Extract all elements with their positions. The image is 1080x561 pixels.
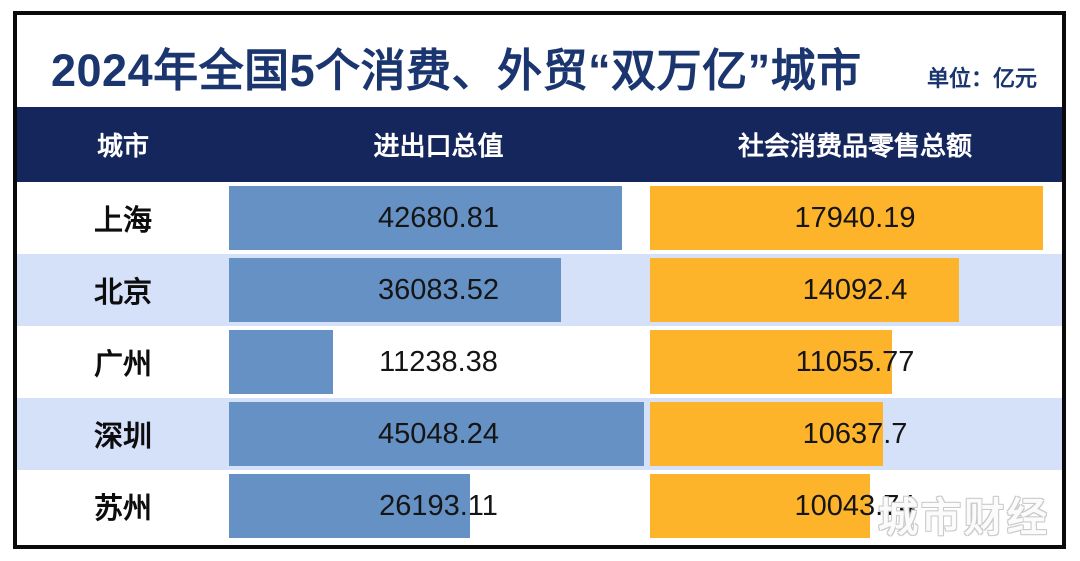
table-row: 深圳 45048.24 10637.7 <box>17 398 1062 470</box>
city-label: 北京 <box>93 277 152 309</box>
retail-cell: 10043.74 <box>648 470 1062 542</box>
import-export-cell: 42680.81 <box>229 182 648 254</box>
import-export-value: 11238.38 <box>379 345 498 378</box>
import-export-cell: 26193.11 <box>229 470 648 542</box>
column-header-retail: 社会消费品零售总额 <box>737 131 972 161</box>
import-export-cell: 11238.38 <box>229 326 648 398</box>
import-export-value: 26193.11 <box>379 489 498 522</box>
retail-bar <box>650 402 883 466</box>
retail-value: 10043.74 <box>794 489 916 522</box>
retail-bar <box>650 474 870 538</box>
table-header: 城市 进出口总值 社会消费品零售总额 <box>17 107 1062 182</box>
retail-value: 14092.4 <box>802 273 908 306</box>
import-export-bar <box>229 474 471 538</box>
import-export-cell: 45048.24 <box>229 398 648 470</box>
page-title: 2024年全国5个消费、外贸“双万亿”城市 <box>51 45 862 96</box>
table-body: 上海 42680.81 17940.19 北京 36083.52 14092.4… <box>17 182 1062 542</box>
import-export-bar <box>229 330 333 394</box>
retail-bar <box>650 330 893 394</box>
table-row: 北京 36083.52 14092.4 <box>17 254 1062 326</box>
city-label: 广州 <box>93 349 152 381</box>
column-header-import-export: 进出口总值 <box>373 131 504 161</box>
city-label: 上海 <box>93 205 152 237</box>
retail-cell: 17940.19 <box>648 182 1062 254</box>
retail-bar <box>650 258 959 322</box>
retail-value: 11055.77 <box>795 345 915 378</box>
chart-card: 2024年全国5个消费、外贸“双万亿”城市 单位：亿元 城市 进出口总值 社会消… <box>13 11 1066 549</box>
unit-label: 单位：亿元 <box>926 66 1037 91</box>
table-row: 上海 42680.81 17940.19 <box>17 182 1062 254</box>
import-export-cell: 36083.52 <box>229 254 648 326</box>
retail-value: 17940.19 <box>794 201 916 234</box>
city-label: 苏州 <box>93 493 152 525</box>
retail-cell: 11055.77 <box>648 326 1062 398</box>
retail-value: 10637.7 <box>802 417 908 450</box>
table-row: 广州 11238.38 11055.77 <box>17 326 1062 398</box>
column-header-city: 城市 <box>96 131 149 161</box>
retail-bar <box>650 186 1043 250</box>
table-row: 苏州 26193.11 10043.74 <box>17 470 1062 542</box>
city-label: 深圳 <box>93 421 152 453</box>
import-export-value: 42680.81 <box>378 201 499 234</box>
import-export-value: 36083.52 <box>378 273 499 306</box>
import-export-value: 45048.24 <box>378 417 499 450</box>
title-bar: 2024年全国5个消费、外贸“双万亿”城市 单位：亿元 <box>17 15 1062 107</box>
import-export-bar <box>229 258 562 322</box>
retail-cell: 14092.4 <box>648 254 1062 326</box>
retail-cell: 10637.7 <box>648 398 1062 470</box>
import-export-bar <box>229 402 645 466</box>
import-export-bar <box>229 186 623 250</box>
